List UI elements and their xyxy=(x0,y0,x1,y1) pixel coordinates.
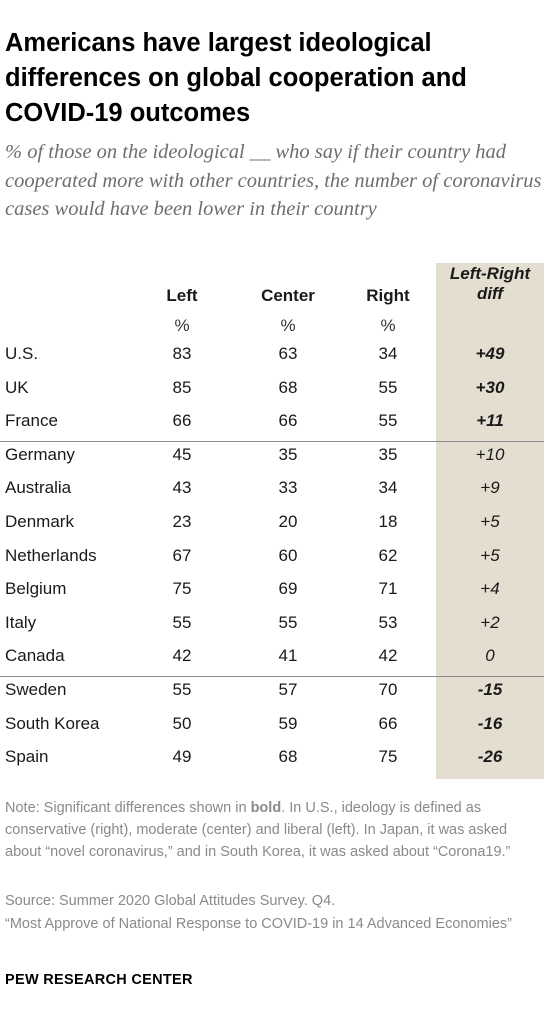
value-right: 62 xyxy=(378,545,398,565)
value-left: 75 xyxy=(172,579,192,599)
value-center: 35 xyxy=(278,444,298,464)
value-right: 55 xyxy=(378,377,398,397)
value-diff: +11 xyxy=(476,411,504,431)
country-label: Netherlands xyxy=(5,545,97,565)
value-center: 59 xyxy=(278,713,298,733)
country-label: Canada xyxy=(5,646,65,666)
group-divider xyxy=(0,676,544,677)
chart-title: Americans have largest ideological diffe… xyxy=(5,29,467,127)
value-left: 55 xyxy=(172,612,192,632)
country-label: UK xyxy=(5,377,29,397)
country-label: France xyxy=(5,411,58,431)
country-label: Sweden xyxy=(5,680,67,699)
value-center: 63 xyxy=(278,344,298,363)
column-header-center: Center xyxy=(261,286,315,305)
report-title: “Most Approve of National Response to CO… xyxy=(5,916,512,932)
group-divider xyxy=(0,440,544,442)
value-diff: -26 xyxy=(477,747,503,767)
country-label: Germany xyxy=(5,444,75,464)
chart-subtitle: % of those on the ideological __ who say… xyxy=(5,141,542,220)
country-label: Australia xyxy=(5,478,72,498)
value-left: 42 xyxy=(172,646,192,666)
value-right: 53 xyxy=(378,612,398,632)
value-diff: +9 xyxy=(480,478,500,498)
value-right: 18 xyxy=(378,512,398,531)
note-bold-word: bold xyxy=(250,800,282,816)
diff-column-background xyxy=(436,263,544,779)
country-label: Spain xyxy=(5,747,49,767)
value-diff: +2 xyxy=(480,612,500,632)
note-prefix: Note: Significant differences shown in xyxy=(5,800,251,816)
value-right: 34 xyxy=(378,344,398,363)
country-label: Italy xyxy=(5,612,37,632)
value-center: 20 xyxy=(278,512,298,531)
value-left: 49 xyxy=(172,747,192,767)
value-right: 70 xyxy=(378,680,398,699)
value-center: 68 xyxy=(278,747,298,767)
value-right: 66 xyxy=(378,713,398,733)
value-left: 50 xyxy=(172,713,192,733)
diff-column-header: Left-Right diff xyxy=(436,264,544,304)
unit-right: % xyxy=(380,316,396,335)
value-diff: +30 xyxy=(475,377,505,397)
unit-center: % xyxy=(280,316,296,335)
value-right: 42 xyxy=(378,646,398,666)
value-right: 55 xyxy=(378,411,398,431)
country-label: South Korea xyxy=(5,713,100,733)
country-label: U.S. xyxy=(5,344,39,363)
country-label: Denmark xyxy=(5,512,74,531)
value-left: 66 xyxy=(172,411,192,431)
value-left: 23 xyxy=(172,512,192,531)
value-center: 55 xyxy=(278,612,298,632)
value-left: 45 xyxy=(172,444,192,464)
value-center: 33 xyxy=(278,478,298,498)
value-right: 75 xyxy=(378,747,398,767)
value-left: 43 xyxy=(172,478,192,498)
note-suffix: . In U.S., ideology is defined as conser… xyxy=(5,800,511,860)
value-diff: 0 xyxy=(485,646,495,666)
source-text: Source: Summer 2020 Global Attitudes Sur… xyxy=(5,893,336,909)
value-right: 71 xyxy=(378,579,398,599)
country-label: Belgium xyxy=(5,579,67,599)
brand-logo-text: PEW RESEARCH CENTER xyxy=(5,972,193,988)
value-right: 35 xyxy=(378,444,398,464)
column-header-right: Right xyxy=(366,286,410,305)
diff-header-line2: diff xyxy=(476,284,504,303)
value-center: 69 xyxy=(278,579,298,599)
value-left: 55 xyxy=(172,680,192,699)
unit-left: % xyxy=(174,316,190,335)
value-left: 67 xyxy=(172,545,192,565)
value-center: 41 xyxy=(278,646,298,666)
value-diff: +5 xyxy=(480,512,500,531)
diff-header-line1: Left-Right xyxy=(449,264,531,283)
value-center: 68 xyxy=(278,377,298,397)
value-diff: +49 xyxy=(475,344,505,363)
note-text: Note: Significant differences shown in b… xyxy=(5,797,540,863)
value-center: 66 xyxy=(278,411,298,431)
value-diff: -16 xyxy=(477,713,503,733)
value-diff: +4 xyxy=(480,579,500,599)
value-center: 57 xyxy=(278,680,298,699)
value-left: 83 xyxy=(172,344,192,363)
value-left: 85 xyxy=(172,377,192,397)
value-right: 34 xyxy=(378,478,398,498)
value-diff: +10 xyxy=(475,444,505,464)
value-center: 60 xyxy=(278,545,298,565)
value-diff: -15 xyxy=(477,680,503,699)
column-header-left: Left xyxy=(166,286,198,305)
value-diff: +5 xyxy=(480,545,500,565)
